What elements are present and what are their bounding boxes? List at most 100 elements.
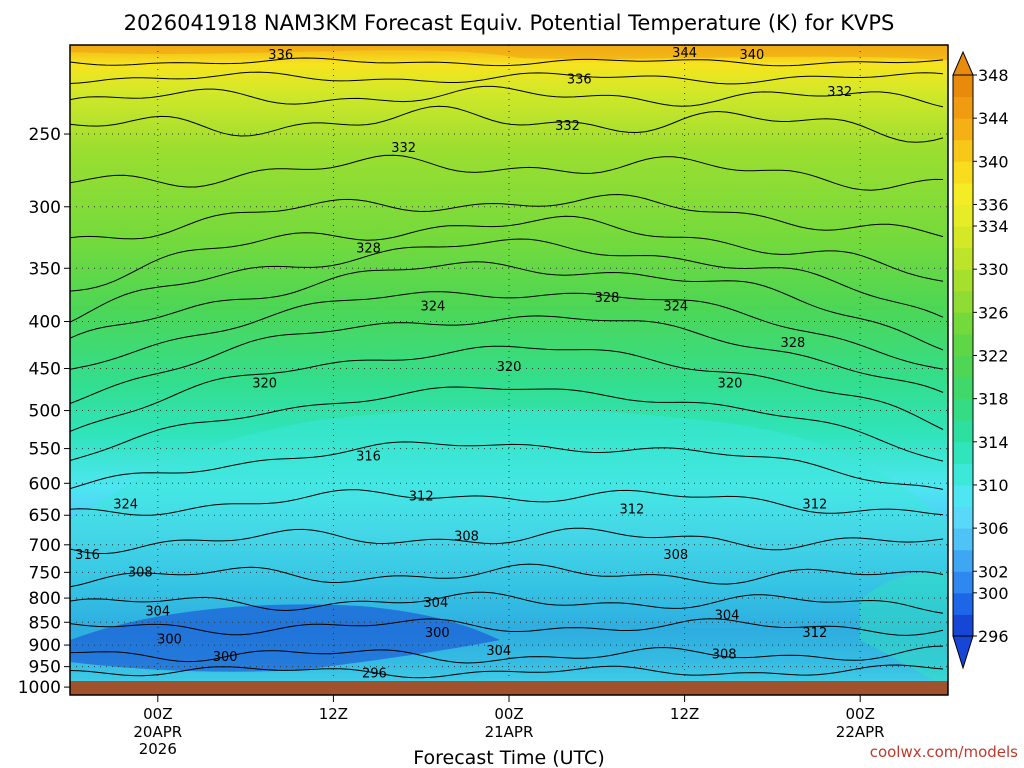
colorbar-label: 330 <box>978 260 1009 279</box>
colorbar-segment <box>953 441 973 464</box>
contour-label: 312 <box>620 503 645 518</box>
colorbar-label: 340 <box>978 152 1009 171</box>
colorbar-segment <box>953 420 973 443</box>
contour-label: 324 <box>420 299 445 314</box>
contour-label: 332 <box>555 119 580 134</box>
contour-label: 340 <box>739 48 764 63</box>
x-tick-year: 2026 <box>139 740 177 758</box>
colorbar-segment <box>953 463 973 486</box>
contour-line <box>70 527 944 554</box>
contour-label: 316 <box>75 548 100 563</box>
colorbar: 348 344 340 336 334 330 326 322 318 314 310 306 302 3… <box>952 50 1009 670</box>
colorbar-top-arrow <box>952 50 974 76</box>
y-tick-label: 600 <box>29 474 61 494</box>
colorbar-segment <box>953 312 973 335</box>
y-tick-label: 450 <box>29 360 61 380</box>
contour-line <box>70 345 944 432</box>
upper-warm-band <box>70 45 948 60</box>
credit-text: coolwx.com/models <box>870 743 1018 761</box>
colorbar-label: 306 <box>978 519 1009 538</box>
contour-line <box>70 71 944 85</box>
contour-lines <box>70 57 944 679</box>
colorbar-label: 310 <box>978 476 1009 495</box>
contour-line <box>70 193 944 240</box>
grid-lines <box>70 45 948 695</box>
x-tick-hour: 00Z <box>143 705 172 723</box>
contour-label: 312 <box>802 626 827 641</box>
contour-label: 312 <box>409 489 434 504</box>
colorbar-segment <box>953 204 973 227</box>
contour-label: 304 <box>423 596 448 611</box>
colorbar-segment <box>953 506 973 529</box>
colorbar-segment <box>953 96 973 119</box>
contour-label: 300 <box>425 626 450 641</box>
contour-line <box>70 664 944 679</box>
colorbar-label: 318 <box>978 390 1009 409</box>
colorbar-segment <box>953 549 973 572</box>
contour-line <box>70 315 944 404</box>
colorbar-segment <box>953 528 973 551</box>
contour-line <box>70 386 944 462</box>
contour-label: 308 <box>663 548 688 563</box>
colorbar-segment <box>953 614 973 637</box>
colorbar-segment <box>953 226 973 249</box>
contour-line <box>70 261 944 351</box>
y-tick-label: 400 <box>29 313 61 333</box>
y-tick-label: 1000 <box>18 678 61 698</box>
y-tick-label: 700 <box>29 536 61 556</box>
contour-line <box>70 105 944 143</box>
contour-label: 312 <box>802 498 827 513</box>
contour-label: 332 <box>827 85 852 100</box>
x-tick-date: 20APR <box>133 723 182 741</box>
x-tick-hour: 00Z <box>846 705 875 723</box>
colorbar-segment <box>953 161 973 184</box>
colorbar-label: 326 <box>978 303 1009 322</box>
colorbar-segment <box>953 398 973 421</box>
contour-label: 308 <box>454 530 479 545</box>
y-tick-label: 900 <box>29 636 61 656</box>
contour-label: 304 <box>145 604 170 619</box>
contour-line <box>70 215 944 292</box>
colorbar-segment <box>953 592 973 615</box>
contour-label: 316 <box>356 449 381 464</box>
contour-label: 328 <box>595 291 620 306</box>
contour-line <box>70 618 944 636</box>
colorbar-segment <box>953 571 973 594</box>
contour-line <box>70 563 944 588</box>
colorbar-label: 314 <box>978 433 1009 452</box>
contour-label: 308 <box>712 647 737 662</box>
colorbar-segment <box>953 355 973 378</box>
x-axis-label: Forecast Time (UTC) <box>413 747 604 768</box>
y-tick-label: 500 <box>29 402 61 422</box>
contour-label: 328 <box>356 241 381 256</box>
colorbar-segment <box>953 290 973 313</box>
y-tick-label: 800 <box>29 589 61 609</box>
contour-label: 300 <box>157 633 182 648</box>
contour-label: 304 <box>715 609 740 624</box>
colorbar-bottom-arrow <box>952 635 974 670</box>
contour-label: 336 <box>567 72 592 87</box>
x-tick-date: 22APR <box>836 723 885 741</box>
contour-line <box>70 591 944 614</box>
colorbar-segment <box>953 333 973 356</box>
y-tick-label: 750 <box>29 563 61 583</box>
contour-label: 332 <box>391 141 416 156</box>
colorbar-segment <box>953 139 973 162</box>
contour-label: 320 <box>252 376 277 391</box>
y-tick-label: 950 <box>29 658 61 678</box>
contour-line <box>70 441 944 490</box>
y-tick-label: 550 <box>29 440 61 460</box>
contour-line <box>70 85 944 108</box>
y-tick-label: 300 <box>29 198 61 218</box>
colorbar-segment <box>953 269 973 292</box>
chart-title: 2026041918 NAM3KM Forecast Equiv. Potent… <box>124 11 895 35</box>
y-tick-label: 350 <box>29 259 61 279</box>
colorbar-segment <box>953 182 973 205</box>
contour-label: 300 <box>213 650 238 665</box>
colorbar-segment <box>953 75 973 98</box>
colorbar-segment <box>953 118 973 141</box>
colorbar-label: 302 <box>978 562 1009 581</box>
contour-label: 308 <box>128 565 153 580</box>
